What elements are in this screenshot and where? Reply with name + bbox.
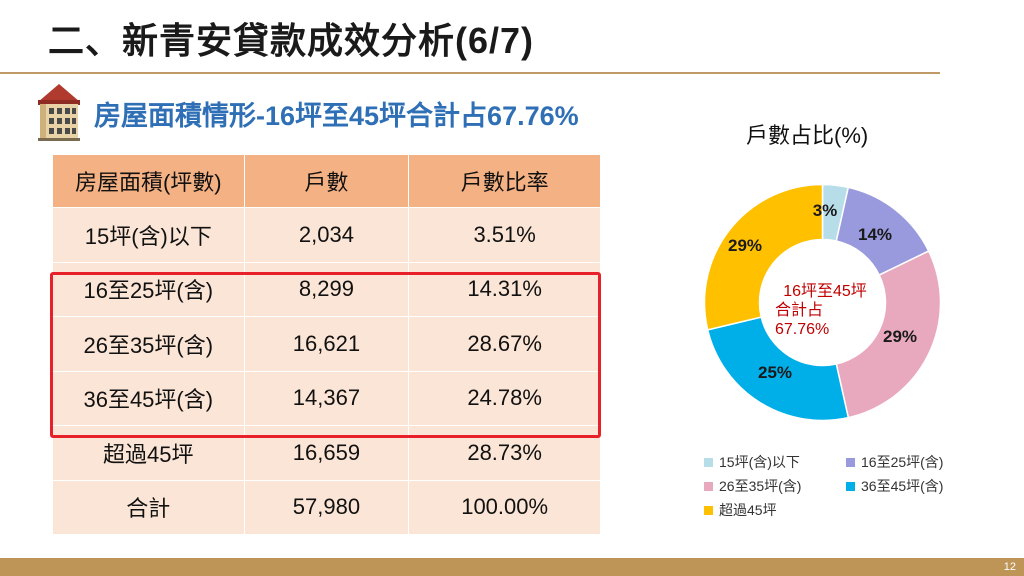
area-table: 房屋面積(坪數) 戶數 戶數比率 15坪(含)以下 2,034 3.51% 16… [52,154,601,535]
legend-item: 36至45坪(含) [846,476,943,496]
legend-item: 26至35坪(含) [704,476,801,496]
cell-ratio: 14.31% [408,261,601,317]
data-label: 14% [858,225,892,244]
legend-label: 26至35坪(含) [719,478,802,494]
donut-slice [706,316,850,422]
title-divider [0,72,940,74]
data-label: 29% [883,327,917,346]
cell-households: 16,659 [243,425,410,481]
table-row: 超過45坪 16,659 28.73% [52,425,601,481]
legend-swatch [704,457,713,467]
cell-households: 16,621 [243,316,410,372]
center-annotation: 16坪至45坪 [783,282,867,300]
table-row: 15坪(含)以下 2,034 3.51% [52,207,601,263]
table-total-row: 合計 57,980 100.00% [52,479,601,535]
legend-swatch [704,481,713,491]
page-title: 二、新青安貸款成效分析(6/7) [48,20,535,61]
building-icon [38,84,80,141]
table-row: 16至25坪(含) 8,299 14.31% [52,261,601,317]
col-header-households: 戶數 [243,154,410,208]
cell-households: 2,034 [243,207,410,263]
legend-label: 15坪(含)以下 [719,454,800,470]
section-subtitle: 房屋面積情形-16坪至45坪合計占67.76% [94,101,579,131]
data-label: 29% [728,236,762,255]
cell-ratio: 24.78% [408,370,601,426]
page-number: 12 [1003,561,1016,573]
cell-households: 57,980 [243,479,410,535]
legend-swatch [846,481,855,491]
cell-area: 超過45坪 [52,425,245,481]
cell-area: 15坪(含)以下 [52,207,245,263]
legend-label: 36至45坪(含) [861,478,944,494]
data-label: 25% [758,363,792,382]
donut-chart: 3% 14% 29% 25% 29% 16坪至45坪合計占 67.76% [703,183,942,422]
chart-title: 戶數占比(%) [746,123,869,148]
footer-bar [0,558,1024,576]
cell-households: 14,367 [243,370,410,426]
cell-area: 16至25坪(含) [52,261,245,317]
cell-ratio: 100.00% [408,479,601,535]
cell-ratio: 28.73% [408,425,601,481]
col-header-ratio: 戶數比率 [408,154,601,208]
legend-swatch [846,457,855,467]
table-row: 26至35坪(含) 16,621 28.67% [52,316,601,372]
data-label: 3% [813,201,838,220]
highlight-box [50,272,601,438]
center-annotation: 合計占 [775,301,823,319]
cell-ratio: 3.51% [408,207,601,263]
center-annotation: 67.76% [775,321,829,338]
cell-area: 36至45坪(含) [52,370,245,426]
donut-slice [703,183,824,331]
table-header-row: 房屋面積(坪數) 戶數 戶數比率 [52,154,601,208]
legend-label: 16至25坪(含) [861,454,944,470]
legend-item: 15坪(含)以下 [704,452,800,472]
legend-item: 超過45坪 [704,500,777,520]
table-row: 36至45坪(含) 14,367 24.78% [52,370,601,426]
legend-swatch [704,505,713,515]
legend-item: 16至25坪(含) [846,452,943,472]
cell-households: 8,299 [243,261,410,317]
donut-slice [835,250,942,419]
cell-ratio: 28.67% [408,316,601,372]
cell-area: 26至35坪(含) [52,316,245,372]
cell-area: 合計 [52,479,245,535]
col-header-area: 房屋面積(坪數) [52,154,245,208]
legend-label: 超過45坪 [719,502,777,518]
